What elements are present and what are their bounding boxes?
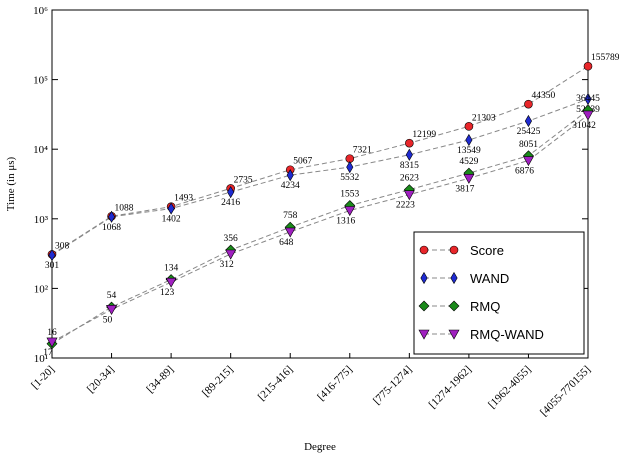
y-tick-label: 10¹ [34, 353, 48, 365]
data-label: 50 [103, 315, 113, 325]
marker [463, 174, 475, 184]
legend-label: WAND [470, 271, 509, 286]
marker [522, 156, 534, 167]
data-label: 44350 [531, 91, 555, 101]
marker [448, 329, 460, 340]
data-label: 308 [55, 241, 70, 251]
data-label: 4234 [281, 181, 300, 191]
legend-label: RMQ-WAND [470, 327, 544, 342]
data-label: 1316 [336, 216, 355, 226]
marker [524, 99, 533, 109]
x-axis-label: Degree [304, 441, 336, 453]
data-label: 123 [160, 288, 175, 298]
marker [405, 138, 414, 148]
x-tick-label: [34-89] [144, 364, 176, 396]
x-tick-label: [215-416] [256, 364, 296, 404]
series-line [51, 109, 589, 345]
data-label: 648 [279, 238, 294, 248]
data-label: 8315 [400, 161, 419, 171]
data-label: 21303 [472, 113, 496, 123]
data-label: 25425 [517, 127, 541, 137]
data-label: 31042 [572, 121, 596, 131]
marker [48, 248, 56, 262]
marker [403, 190, 415, 201]
series-line [51, 98, 589, 256]
data-label: 3817 [455, 184, 474, 194]
legend-label: RMQ [470, 299, 500, 314]
marker [286, 169, 294, 182]
data-label: 301 [45, 261, 60, 271]
marker [465, 133, 473, 147]
x-tick-label: [1-20] [29, 364, 57, 392]
marker [584, 92, 592, 106]
data-label: 4529 [459, 157, 478, 167]
data-label: 155789 [591, 53, 619, 63]
data-label: 6876 [515, 167, 534, 177]
marker [524, 114, 532, 128]
data-label: 356 [224, 234, 239, 244]
x-tick-label: [89-215] [200, 364, 236, 400]
data-label: 8051 [519, 140, 538, 150]
data-label: 17 [43, 348, 53, 358]
marker [284, 227, 296, 238]
data-label: 1493 [174, 194, 193, 204]
marker [419, 245, 429, 255]
x-tick-label: [775-1274] [371, 364, 414, 407]
x-tick-label: [1962-4055] [486, 364, 533, 411]
marker [346, 160, 354, 174]
marker [405, 148, 413, 161]
data-label: 2623 [400, 174, 419, 184]
data-label: 134 [164, 264, 179, 274]
marker [449, 245, 459, 255]
y-tick-label: 10² [34, 283, 49, 295]
data-label: 2416 [221, 198, 240, 208]
marker [450, 271, 458, 285]
marker [582, 110, 594, 121]
data-label: 12199 [412, 130, 436, 140]
data-label: 5532 [340, 173, 359, 183]
x-tick-label: [416-775] [315, 364, 355, 404]
marker [420, 271, 428, 285]
data-label: 7321 [353, 146, 372, 156]
marker [418, 300, 430, 312]
data-label: 5067 [293, 157, 312, 167]
data-label: 1402 [162, 215, 181, 225]
data-label: 758 [283, 211, 298, 221]
data-label: 16 [47, 328, 57, 338]
marker [167, 202, 175, 215]
marker [418, 329, 430, 340]
y-axis-label: Time (in μs) [5, 156, 17, 211]
x-tick-label: [20-34] [85, 364, 117, 396]
marker [106, 305, 118, 315]
y-tick-label: 10³ [34, 214, 49, 226]
data-label: 312 [220, 260, 235, 270]
marker [344, 206, 356, 217]
data-label: 36445 [576, 94, 600, 104]
series-line [51, 114, 589, 343]
data-label: 1553 [340, 189, 359, 199]
data-label: 2735 [234, 175, 253, 185]
marker [464, 122, 474, 131]
legend-label: Score [470, 243, 504, 258]
marker [227, 186, 235, 199]
data-label: 54 [107, 291, 117, 301]
data-label: 13549 [457, 146, 481, 156]
x-tick-label: [4055-770155] [538, 364, 593, 419]
marker [225, 249, 237, 260]
data-label: 1088 [115, 203, 134, 213]
x-tick-label: [1274-1962] [427, 364, 474, 411]
data-label: 2223 [396, 201, 415, 211]
marker [165, 277, 177, 288]
marker [448, 300, 460, 312]
series-line [51, 65, 589, 255]
y-tick-label: 10⁶ [33, 5, 48, 17]
marker [583, 61, 593, 71]
marker [46, 337, 58, 348]
data-label: 1068 [102, 223, 121, 233]
y-tick-label: 10⁴ [33, 144, 48, 156]
plot-frame [51, 9, 589, 359]
y-tick-label: 10⁵ [33, 75, 48, 87]
marker [108, 210, 116, 223]
